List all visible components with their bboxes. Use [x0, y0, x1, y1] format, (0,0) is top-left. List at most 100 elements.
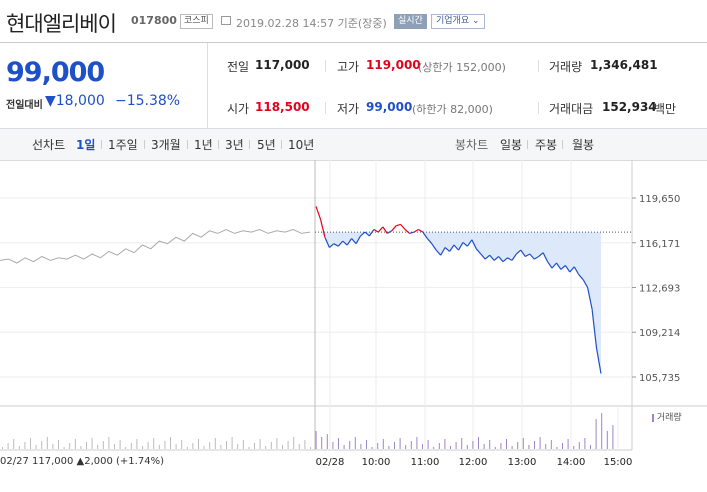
volume-bar	[102, 441, 104, 449]
volume-bar	[326, 434, 328, 449]
price-segment	[324, 236, 330, 248]
volume-bar	[590, 445, 591, 449]
volume-bar	[360, 444, 362, 449]
price-segment	[444, 247, 450, 252]
volume-bar	[214, 438, 216, 449]
volume-bar	[186, 447, 188, 449]
volume-bar	[114, 444, 115, 449]
trade-amount-value: 152,934	[602, 100, 657, 114]
tab-monthly-candle[interactable]: 월봉	[572, 138, 595, 152]
price-segment	[529, 253, 535, 260]
price-segment	[382, 226, 388, 234]
open-label: 시가	[227, 102, 250, 116]
price-segment	[564, 265, 571, 273]
price-segment	[329, 243, 335, 248]
current-price: 99,000	[6, 57, 105, 88]
lower-limit: (하한가 82,000)	[412, 103, 493, 116]
price-segment	[462, 241, 468, 247]
tab-3month[interactable]: 3개월	[151, 138, 181, 152]
divider	[281, 140, 282, 149]
high-value: 119,000	[366, 58, 421, 72]
divider	[325, 60, 326, 72]
volume-bar	[332, 442, 334, 449]
tab-1day[interactable]: 1일	[76, 138, 96, 152]
volume-label: 거래량	[549, 60, 583, 74]
low-label: 저가	[337, 102, 360, 116]
price-segment	[587, 287, 593, 310]
divider	[144, 140, 145, 149]
volume-bar	[416, 437, 418, 449]
prev-close-value: 117,000	[255, 58, 310, 72]
volume-bar	[366, 440, 367, 449]
volume-value: 1,346,481	[590, 58, 658, 72]
timestamp: 2019.02.28 14:57 기준(장중)	[236, 17, 387, 30]
market-badge: 코스피	[180, 14, 213, 29]
volume-bar	[130, 443, 132, 449]
price-segment	[409, 231, 415, 234]
x-tick-label: 02/28	[316, 457, 345, 468]
divider	[562, 140, 563, 149]
volume-bar	[198, 439, 199, 449]
volume-bar	[494, 447, 496, 449]
price-segment	[418, 228, 424, 233]
volume-bar	[254, 443, 255, 449]
today-series-line	[315, 206, 602, 374]
price-segment	[319, 219, 326, 238]
price-segment	[396, 223, 401, 227]
price-segment	[453, 244, 459, 251]
price-segment	[533, 255, 540, 260]
volume-bar	[248, 447, 250, 449]
price-segment	[480, 253, 486, 260]
tab-5year[interactable]: 5년	[257, 138, 276, 152]
change-label: 전일대비	[6, 100, 43, 111]
open-value: 118,500	[255, 100, 310, 114]
volume-bar	[80, 446, 82, 449]
tab-3year[interactable]: 3년	[225, 138, 244, 152]
divider	[218, 140, 219, 149]
volume-bar	[478, 437, 479, 449]
realtime-button[interactable]: 실시간	[394, 14, 427, 29]
volume-bar	[231, 437, 233, 449]
price-segment	[377, 226, 384, 233]
high-label: 고가	[337, 60, 360, 74]
volume-bar	[276, 438, 278, 449]
price-segment	[386, 230, 393, 234]
price-segment	[360, 231, 366, 237]
volume-bar	[119, 440, 121, 449]
volume-bar	[58, 440, 59, 449]
tab-daily-candle[interactable]: 일봉	[500, 138, 523, 152]
line-chart-label: 선차트	[32, 138, 66, 152]
volume-bar	[63, 447, 65, 449]
volume-bar	[606, 431, 608, 449]
tab-1week[interactable]: 1주일	[108, 138, 138, 152]
price-segment	[400, 224, 406, 230]
volume-bar	[539, 437, 541, 449]
volume-bar	[30, 438, 31, 449]
price-segment	[364, 231, 370, 237]
x-tick-label: 11:00	[411, 457, 440, 468]
prev-close-label: 전일	[227, 60, 250, 74]
price-segment	[538, 252, 544, 257]
prev-day-series-line	[0, 228, 311, 264]
chart-grid	[0, 160, 707, 451]
company-overview-dropdown[interactable]: 기업개요 ⌄	[431, 14, 485, 29]
tab-10year[interactable]: 10년	[288, 138, 315, 152]
price-segment	[520, 249, 526, 257]
volume-bar	[399, 438, 401, 449]
tab-1year[interactable]: 1년	[194, 138, 213, 152]
volume-bar	[550, 440, 552, 449]
price-segment	[560, 265, 566, 270]
volume-bar	[483, 444, 485, 449]
tab-weekly-candle[interactable]: 주봉	[535, 138, 558, 152]
volume-bar	[164, 441, 166, 449]
divider	[527, 140, 528, 149]
x-tick-label: 12:00	[459, 457, 488, 468]
volume-bar	[601, 413, 603, 449]
volume-bar	[46, 437, 48, 449]
volume-bar	[489, 440, 491, 449]
price-segment	[573, 266, 580, 275]
price-segment	[578, 274, 584, 281]
volume-bar	[377, 443, 379, 449]
y-tick-label: 116,171	[639, 239, 680, 250]
price-segment	[449, 244, 455, 252]
